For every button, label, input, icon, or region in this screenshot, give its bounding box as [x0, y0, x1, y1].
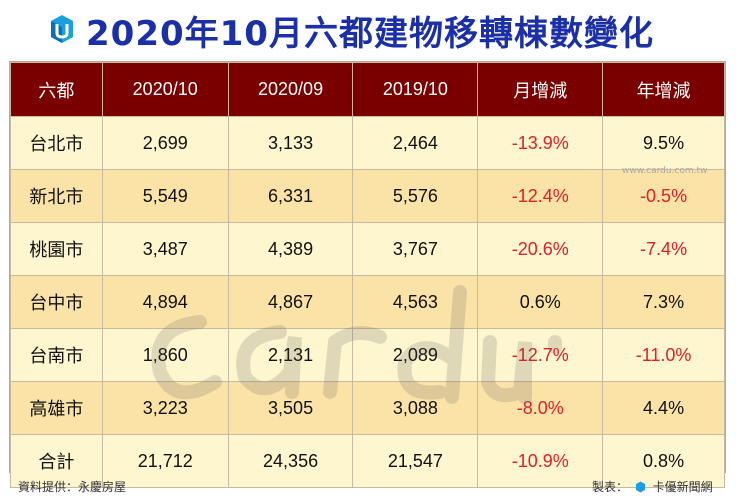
table-cell: 3,487: [101, 222, 229, 276]
table-cell: -10.9%: [477, 434, 604, 488]
table-header-row: 六都 2020/10 2020/09 2019/10 月增減 年增減: [10, 62, 725, 117]
title-bar: 2020年10月六都建物移轉棟數變化: [0, 0, 736, 58]
table-cell: 3,505: [227, 381, 354, 435]
table-cell: -12.4%: [477, 169, 604, 223]
row-label-cell: 合計: [10, 434, 103, 488]
table-cell: -12.7%: [477, 328, 604, 382]
table-cell: 3,223: [101, 381, 229, 435]
row-label-cell: 台北市: [10, 116, 103, 170]
table-cell: 4.4%: [602, 381, 725, 435]
table-cell: -11.0%: [602, 328, 725, 382]
table-row: 台中市 4,894 4,867 4,563 0.6% 7.3%: [10, 275, 725, 329]
table-cell: -13.9%: [477, 116, 604, 170]
table-cell: 2,131: [227, 328, 354, 382]
table-cell: -20.6%: [477, 222, 604, 276]
table-row: 新北市 5,549 6,331 5,576 -12.4% -0.5%: [10, 169, 725, 223]
table-cell: 24,356: [227, 434, 354, 488]
column-header: 月增減: [477, 62, 604, 117]
table-cell: -8.0%: [477, 381, 604, 435]
data-table: 六都 2020/10 2020/09 2019/10 月增減 年增減 台北市 2,699 3,…: [10, 62, 725, 488]
cardu-mini-logo-icon: [635, 481, 645, 493]
column-header: 六都: [10, 62, 103, 117]
row-label-cell: 桃園市: [10, 222, 103, 276]
table-cell: 5,576: [352, 169, 479, 223]
table-cell: 4,867: [227, 275, 354, 329]
table-row: 桃園市 3,487 4,389 3,767 -20.6% -7.4%: [10, 222, 725, 276]
table-cell: 9.5%: [602, 116, 725, 170]
table-cell: 21,712: [101, 434, 229, 488]
table-cell: 3,133: [227, 116, 354, 170]
column-header: 2019/10: [352, 62, 479, 117]
page-title: 2020年10月六都建物移轉棟數變化: [86, 14, 654, 54]
table-row: 合計 21,712 24,356 21,547 -10.9% 0.8%: [10, 434, 725, 488]
table-cell: 21,547: [352, 434, 479, 488]
table-cell: 7.3%: [602, 275, 725, 329]
table-cell: 4,894: [101, 275, 229, 329]
table-cell: 0.6%: [477, 275, 604, 329]
source-note: 資料提供：永慶房屋: [18, 480, 127, 494]
data-table-container: 六都 2020/10 2020/09 2019/10 月增減 年增減 台北市 2,699 3,…: [9, 61, 726, 488]
table-cell: 3,088: [352, 381, 479, 435]
column-header: 2020/09: [227, 62, 354, 117]
row-label-cell: 台中市: [10, 275, 103, 329]
table-row: 台北市 2,699 3,133 2,464 -13.9% 9.5%: [10, 116, 725, 170]
producer-name: 卡優新聞網: [652, 480, 713, 494]
table-cell: 2,699: [101, 116, 229, 170]
table-cell: 2,464: [352, 116, 479, 170]
cardu-logo-icon: [51, 15, 73, 43]
row-label-cell: 台南市: [10, 328, 103, 382]
table-cell: 4,389: [227, 222, 354, 276]
table-cell: 3,767: [352, 222, 479, 276]
producer-note: 製表： 卡優新聞網: [592, 478, 713, 495]
producer-label: 製表：: [592, 480, 629, 494]
table-row: 高雄市 3,223 3,505 3,088 -8.0% 4.4%: [10, 381, 725, 435]
table-cell: 5,549: [101, 169, 229, 223]
watermark-url: www.cardu.com.tw: [622, 166, 708, 176]
table-cell: 2,089: [352, 328, 479, 382]
table-row: 台南市 1,860 2,131 2,089 -12.7% -11.0%: [10, 328, 725, 382]
column-header: 年增減: [602, 62, 725, 117]
table-cell: 0.8%: [602, 434, 725, 488]
table-cell: 4,563: [352, 275, 479, 329]
row-label-cell: 新北市: [10, 169, 103, 223]
table-cell: 6,331: [227, 169, 354, 223]
table-cell: 1,860: [101, 328, 229, 382]
table-cell: -0.5%: [602, 169, 725, 223]
row-label-cell: 高雄市: [10, 381, 103, 435]
table-cell: -7.4%: [602, 222, 725, 276]
column-header: 2020/10: [101, 62, 229, 117]
